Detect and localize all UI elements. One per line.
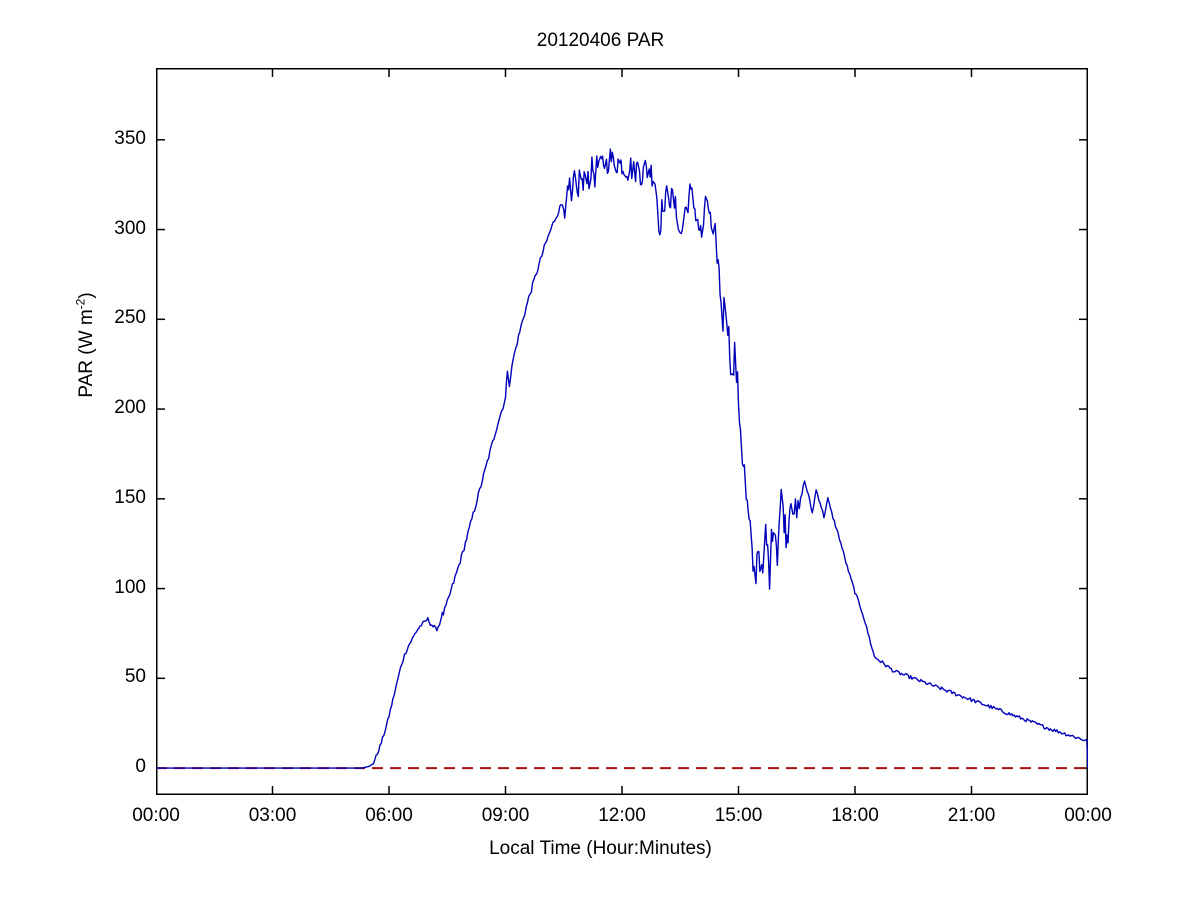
x-axis-label: Local Time (Hour:Minutes) <box>489 838 712 859</box>
x-tick-label-4: 12:00 <box>598 805 646 826</box>
plot-area <box>156 68 1088 795</box>
x-tick-marks <box>156 68 1088 795</box>
axes-frame <box>156 68 1088 795</box>
y-tick-label-200: 200 <box>114 397 146 419</box>
y-axis-label-base: PAR (W m <box>76 309 98 398</box>
chart-title: 20120406 PAR <box>536 30 665 51</box>
y-axis-label-exponent: -2 <box>74 298 88 310</box>
x-tick-label-8: 00:00 <box>1064 805 1112 826</box>
plot-svg <box>156 68 1088 795</box>
y-tick-label-0: 0 <box>135 756 146 778</box>
y-tick-label-50: 50 <box>124 666 146 688</box>
y-tick-label-100: 100 <box>114 576 146 598</box>
y-axis-label-container: PAR (W m-2) <box>74 245 104 445</box>
y-tick-marks <box>156 139 1088 769</box>
x-tick-label-5: 15:00 <box>714 805 763 826</box>
x-tick-label-2: 06:00 <box>365 805 413 826</box>
y-tick-label-150: 150 <box>114 486 146 508</box>
x-tick-label-3: 09:00 <box>481 805 530 826</box>
x-tick-label-6: 18:00 <box>831 805 879 826</box>
x-tick-label-7: 21:00 <box>947 805 996 826</box>
y-tick-label-250: 250 <box>114 307 146 329</box>
y-tick-label-300: 300 <box>114 217 146 239</box>
par-data-line <box>156 148 1088 769</box>
y-axis-label-close-paren: ) <box>76 292 98 299</box>
y-axis-label: PAR (W m-2) <box>74 292 98 398</box>
y-tick-label-350: 350 <box>114 127 146 149</box>
x-tick-label-0: 00:00 <box>132 805 180 826</box>
x-tick-label-1: 03:00 <box>248 805 297 826</box>
